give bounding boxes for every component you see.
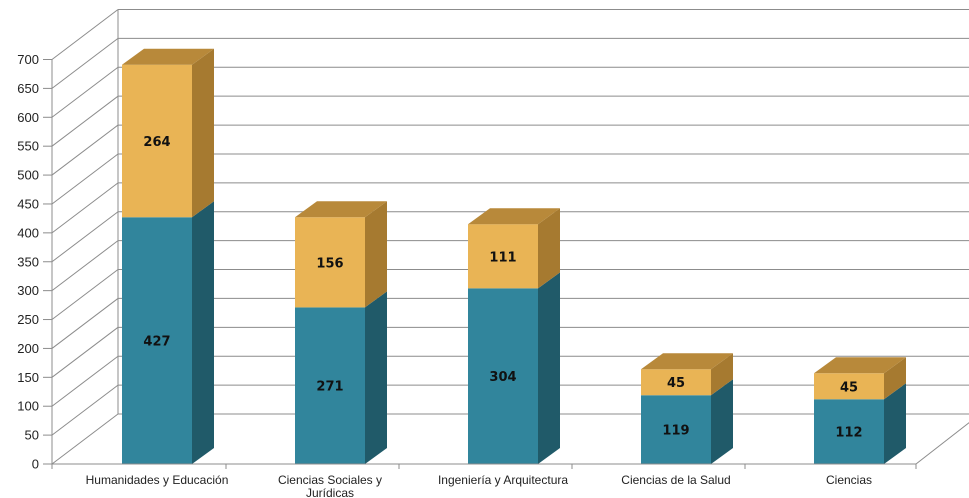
- bar-segment: [295, 201, 387, 308]
- bar-side: [884, 383, 906, 464]
- data-label: 427: [143, 335, 170, 350]
- gridline-diagonal: [51, 269, 119, 320]
- data-label: 271: [316, 380, 343, 395]
- bar-side: [365, 291, 387, 464]
- bar-top: [468, 208, 560, 225]
- gridline-diagonal: [51, 182, 119, 234]
- data-label: 45: [667, 376, 685, 391]
- y-axis: 0 50 100 150 200 250 300 350 400 450 500 550 600 650 7…: [17, 52, 53, 472]
- bar-top: [814, 357, 906, 374]
- gridline-diagonal: [51, 37, 119, 89]
- y-tick-label: 600: [17, 110, 39, 125]
- bar-segment: [468, 272, 560, 464]
- bar-top: [641, 353, 733, 370]
- gridline-diagonal: [51, 384, 119, 436]
- y-tick-label: 550: [17, 139, 39, 154]
- gridline-diagonal: [51, 124, 119, 176]
- gridline-diagonal: [51, 326, 119, 378]
- bar-front: [295, 307, 365, 464]
- bar-segment: [122, 48, 214, 218]
- bar-front: [122, 217, 192, 464]
- y-tick-label: 0: [32, 457, 39, 472]
- y-tick-label: 200: [17, 341, 39, 356]
- y-tick-label: 350: [17, 254, 39, 269]
- bar-side: [365, 201, 387, 308]
- bar-segment: [814, 383, 906, 464]
- x-tick-label: Ingeniería y Arquitectura: [438, 473, 568, 487]
- bar-front: [468, 288, 538, 464]
- bar-front: [814, 373, 884, 400]
- data-label: 264: [143, 135, 170, 150]
- data-label: 156: [316, 256, 343, 271]
- bar-top: [122, 48, 214, 65]
- x-tick-label: Ciencias de la Salud: [621, 473, 730, 487]
- x-tick-label: Humanidades y Educación: [86, 473, 229, 487]
- bar-segment: [468, 208, 560, 289]
- floor-right-edge: [915, 422, 969, 465]
- bar-side: [192, 48, 214, 218]
- y-tick-label: 250: [17, 312, 39, 327]
- y-tick-label: 50: [25, 428, 39, 443]
- gridline-diagonal: [51, 211, 119, 263]
- y-tick-label: 500: [17, 168, 39, 183]
- gridline-diagonal: [51, 298, 119, 349]
- y-tick-label: 700: [17, 52, 39, 67]
- bar-front: [295, 217, 365, 308]
- bar-side: [538, 208, 560, 289]
- gridline-diagonal: [51, 9, 119, 60]
- bar-segment: [295, 291, 387, 464]
- data-label: 112: [835, 426, 862, 441]
- bars: [122, 48, 906, 464]
- bar-front: [468, 224, 538, 289]
- y-tick-label: 100: [17, 399, 39, 414]
- bar-side: [884, 357, 906, 400]
- gridline-diagonal: [51, 240, 119, 292]
- bar-front: [122, 64, 192, 218]
- gridline-diagonal: [51, 153, 119, 205]
- x-axis: Humanidades y Educación Ciencias Sociales…: [51, 422, 969, 498]
- x-tick-label: Ciencias Sociales y Jurídicas: [278, 473, 382, 498]
- y-tick-label: 150: [17, 370, 39, 385]
- data-label: 45: [840, 380, 858, 395]
- y-tick-label: 300: [17, 283, 39, 298]
- bar-side: [711, 379, 733, 464]
- data-label: 304: [489, 370, 516, 385]
- bar-segment: [122, 201, 214, 464]
- gridline-diagonal: [51, 66, 119, 118]
- gridline-diagonal: [51, 355, 119, 407]
- y-tick-label: 450: [17, 196, 39, 211]
- x-tick-label: Ciencias: [826, 473, 872, 487]
- gridline-diagonal: [51, 95, 119, 147]
- gridline-diagonal: [51, 413, 119, 465]
- data-labels: 427 264 271 156 304 111 119 45 112 45: [143, 135, 862, 441]
- bar-segment: [641, 379, 733, 464]
- bar-segment: [641, 353, 733, 396]
- bar-front: [641, 395, 711, 464]
- bar-side: [538, 272, 560, 464]
- bar-segment: [814, 357, 906, 400]
- bar-front: [641, 369, 711, 396]
- bar-side: [711, 353, 733, 396]
- data-label: 111: [489, 250, 516, 265]
- bar-front: [814, 399, 884, 464]
- bar-side: [192, 201, 214, 464]
- y-tick-label: 650: [17, 81, 39, 96]
- data-label: 119: [662, 424, 689, 439]
- bar-top: [295, 201, 387, 218]
- y-tick-label: 400: [17, 225, 39, 240]
